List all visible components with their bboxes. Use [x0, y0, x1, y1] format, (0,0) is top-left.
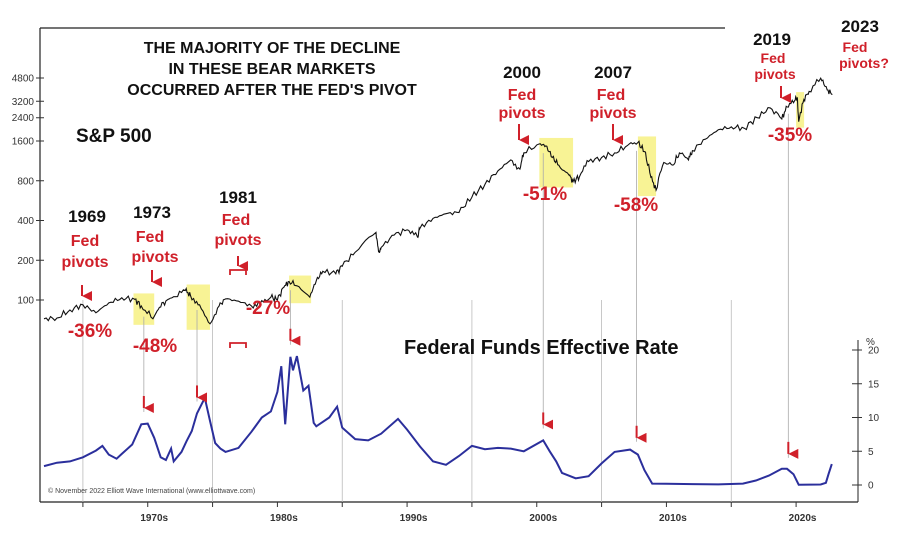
x-tick-label-4: 2010s — [659, 513, 687, 524]
credit-line: © November 2022 Elliott Wave Internation… — [48, 487, 255, 495]
pivot-year-3: 2000 — [503, 63, 541, 82]
spx-tick-label-3: 800 — [17, 176, 34, 187]
ffr-tick-label-4: 20 — [868, 346, 880, 357]
ffr-tick-label-0: 0 — [868, 481, 874, 492]
pivot-pivots-2: pivots — [214, 232, 261, 249]
bear-highlight-5 — [796, 92, 805, 128]
pivot-fed-3: Fed — [508, 87, 536, 104]
spx-tick-label-6: 3200 — [12, 97, 35, 108]
bear-market-highlights — [133, 92, 805, 330]
ffr-tick-label-1: 5 — [868, 447, 874, 458]
x-tick-label-2: 1990s — [400, 513, 428, 524]
drawdown-label-5: -35% — [768, 125, 812, 146]
chart-title-line-1: THE MAJORITY OF THE DECLINE — [144, 40, 401, 57]
drawdown-label-3: -51% — [523, 184, 567, 205]
pivot-bracket — [229, 342, 247, 348]
x-tick-label-3: 2000s — [529, 513, 557, 524]
x-axis: 1970s 1980s 1990s 2000s 2010s 2020s — [82, 502, 817, 524]
plot-frame — [40, 28, 858, 502]
chart-title-line-2: IN THESE BEAR MARKETS — [168, 61, 375, 78]
spx-tick-label-5: 2400 — [12, 113, 35, 124]
pivot-pivots-3: pivots — [498, 105, 545, 122]
spx-tick-label-7: 4800 — [12, 74, 35, 85]
spx-y-axis: 100 200 400 800 1600 2400 3200 4800 — [12, 74, 44, 307]
pivot-fed-4: Fed — [597, 87, 625, 104]
x-gridlines — [82, 300, 732, 502]
drawdown-label-0: -36% — [68, 321, 112, 342]
chart-title-line-3: OCCURRED AFTER THE FED'S PIVOT — [127, 82, 417, 99]
spx-tick-label-1: 200 — [17, 256, 34, 267]
x-tick-label-1: 1980s — [270, 513, 298, 524]
ffr-y-axis: 0 5 10 15 20 — [852, 346, 880, 492]
pivot-fed-6: Fed — [843, 39, 868, 55]
drawdown-label-1: -48% — [133, 336, 177, 357]
pivot-year-0: 1969 — [68, 207, 106, 226]
pivot-pivots-1: pivots — [131, 249, 178, 266]
bear-highlight-1 — [186, 284, 210, 330]
pivot-fed-0: Fed — [71, 233, 99, 250]
pivot-fed-5: Fed — [761, 50, 786, 66]
pivot-year-4: 2007 — [594, 63, 632, 82]
pivot-annotations: 1969Fedpivots-36%1973Fedpivots-48%1981Fe… — [61, 17, 889, 459]
x-tick-label-0: 1970s — [140, 513, 168, 524]
pivot-year-2: 1981 — [219, 188, 257, 207]
pivot-year-1: 1973 — [133, 203, 171, 222]
pivot-pivots-4: pivots — [589, 105, 636, 122]
pivot-year-6: 2023 — [841, 17, 879, 36]
pivot-year-5: 2019 — [753, 30, 791, 49]
pivot-pivots-6: pivots? — [839, 55, 889, 71]
pivot-fed-1: Fed — [136, 229, 164, 246]
pivot-pivots-5: pivots — [754, 66, 795, 82]
ffr-tick-label-2: 10 — [868, 413, 880, 424]
pivot-fed-2: Fed — [222, 212, 250, 229]
bear-highlight-4 — [637, 136, 657, 197]
x-tick-label-5: 2020s — [789, 513, 817, 524]
drawdown-label-2: -27% — [246, 298, 290, 319]
bear-highlight-2 — [289, 275, 312, 304]
ffr-series-label: Federal Funds Effective Rate — [404, 337, 679, 359]
ffr-series-line — [43, 355, 833, 486]
spx-tick-label-2: 400 — [17, 216, 34, 227]
spx-tick-label-0: 100 — [17, 296, 34, 307]
ffr-unit-label: % — [866, 337, 875, 348]
pivot-pivots-0: pivots — [61, 254, 108, 271]
spx-tick-label-4: 1600 — [12, 137, 35, 148]
drawdown-label-4: -58% — [614, 195, 658, 216]
pivot-bracket — [229, 269, 247, 275]
spx-series-label: S&P 500 — [76, 126, 152, 147]
spx-series-line — [43, 76, 833, 325]
ffr-tick-label-3: 15 — [868, 379, 880, 390]
